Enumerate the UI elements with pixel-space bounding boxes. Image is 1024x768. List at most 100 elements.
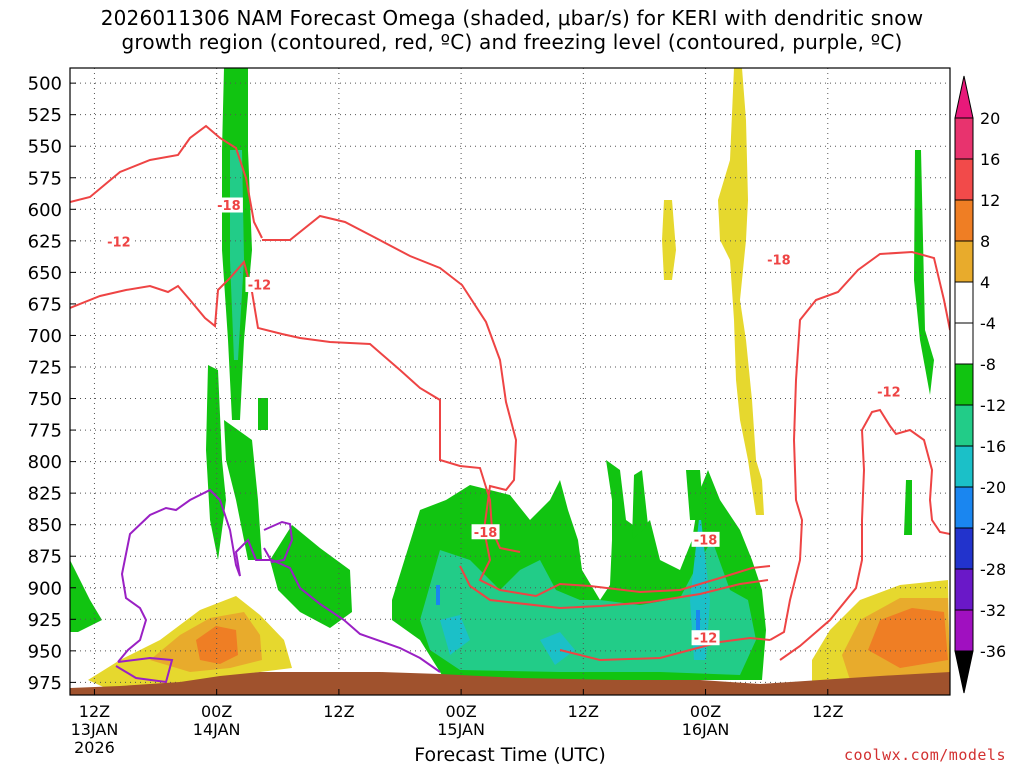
upward-cell-d [270, 525, 352, 628]
colorbar-swatch-0 [954, 117, 974, 160]
title-line-2: growth region (contoured, red, ºC) and f… [121, 30, 903, 54]
terrain-ground [70, 672, 950, 695]
dgz-label-4: -18 [474, 526, 498, 541]
upward-cell-b [224, 420, 262, 560]
upward-cell-a [206, 365, 226, 560]
x-tick-label-40-0: 00Z [690, 702, 721, 721]
y-tick-label-800: 800 [28, 452, 62, 473]
colorbar-swatch-6 [954, 363, 974, 406]
upward-core-d [436, 585, 440, 605]
x-tick-label-40-1: 16JAN [682, 720, 730, 739]
colorbar-swatch-4 [954, 281, 974, 324]
dgz-label-1: -18 [217, 199, 241, 214]
dgz-label-bg [104, 234, 133, 250]
upward-core-b [540, 632, 575, 665]
y-tick-label-775: 775 [28, 421, 62, 442]
y-axis: 500 525 550 575 600 625 650 675 700 725 750 775 800 8… [28, 74, 76, 694]
dgz-label-bg [214, 197, 243, 213]
colorbar-label-11: -28 [980, 560, 1006, 579]
colorbar-label-4: 4 [980, 273, 990, 292]
y-tick-label-750: 750 [28, 389, 62, 410]
colorbar-label-7: -12 [980, 396, 1006, 415]
x-axis-title: Forecast Time (UTC) [414, 744, 606, 766]
dgz-label-bg [471, 524, 500, 540]
x-tick-label--10-1: 13JAN [71, 720, 119, 739]
colorbar-swatch-8 [954, 445, 974, 488]
dgz-label-bg [691, 630, 720, 646]
y-tick-label-825: 825 [28, 484, 62, 505]
dgz-label-7: -12 [694, 632, 718, 647]
y-tick-label-725: 725 [28, 357, 62, 378]
freezing-level-contour-1 [117, 488, 441, 673]
dgz-contour-6 [769, 250, 950, 641]
sinking-band-15jan [718, 68, 764, 515]
y-tick-label-600: 600 [28, 200, 62, 221]
dgz-label-5: -18 [694, 533, 718, 548]
colorbar-label-12: -32 [980, 601, 1006, 620]
chart-title: 2026011306 NAM Forecast Omega (shaded, μ… [0, 6, 1024, 54]
x-tick-label-0-0: 00Z [201, 702, 232, 721]
colorbar-label-8: -16 [980, 437, 1006, 456]
dgz-label-bg [245, 276, 274, 292]
x-tick-label-0-1: 14JAN [193, 720, 241, 739]
colorbar-label-3: 8 [980, 232, 990, 251]
y-tick-label-625: 625 [28, 231, 62, 252]
terrain-layer [70, 672, 950, 695]
y-tick-label-850: 850 [28, 515, 62, 536]
y-tick-label-525: 525 [28, 105, 62, 126]
colorbar-label-6: -8 [980, 355, 996, 374]
colorbar-swatch-3 [954, 240, 974, 283]
y-tick-label-875: 875 [28, 547, 62, 568]
y-tick-label-975: 975 [28, 673, 62, 694]
colorbar-label-9: -20 [980, 478, 1006, 497]
dgz-contour-3 [262, 214, 771, 598]
colorbar-swatch-11 [954, 568, 974, 611]
colorbar-label-10: -24 [980, 519, 1006, 538]
x-tick-label-10-0: 12Z [323, 702, 354, 721]
x-tick-label--10-2: 2026 [74, 738, 115, 757]
dgz-label-3: -12 [248, 278, 272, 293]
upward-finger-a [632, 470, 648, 540]
dgz-contour-5 [559, 636, 771, 662]
dgz-contour-2 [70, 259, 521, 553]
sinking-lowlevel-13jan-core [196, 626, 238, 664]
colorbar-swatch-12 [954, 609, 974, 652]
plot-frame [69, 67, 951, 696]
colorbar-swatch-7 [954, 404, 974, 447]
dgz-contour-7 [779, 408, 950, 661]
dgz-label-bg [764, 251, 793, 267]
upward-finger-c [904, 480, 912, 535]
dgz-label-bg [874, 384, 903, 400]
y-tick-label-500: 500 [28, 74, 62, 95]
x-tick-label-50-0: 12Z [812, 702, 843, 721]
dgz-contour-4 [459, 565, 769, 610]
sinking-cell-a [662, 200, 676, 280]
dgz-label-6: -18 [767, 253, 791, 268]
upward-core-e [696, 610, 700, 630]
colorbar-swatch-5 [954, 322, 974, 365]
colorbar-swatch-9 [954, 486, 974, 529]
colorbar-top-arrow [954, 75, 974, 119]
upward-cell-c [258, 398, 268, 430]
freezing-level-contour-3 [263, 520, 294, 564]
y-tick-label-650: 650 [28, 263, 62, 284]
colorbar-label-13: -36 [980, 642, 1006, 661]
colorbar-label-2: 12 [980, 191, 1000, 210]
y-tick-label-550: 550 [28, 137, 62, 158]
colorbar-label-1: 16 [980, 150, 1000, 169]
colorbar-swatch-2 [954, 199, 974, 242]
credit-text[interactable]: coolwx.com/models [843, 746, 1006, 764]
upward-core-a [440, 615, 470, 655]
colorbar-swatch-1 [954, 158, 974, 201]
colorbar-swatch-10 [954, 527, 974, 570]
x-tick-label-20-0: 00Z [445, 702, 476, 721]
dgz-label-8: -12 [877, 386, 901, 401]
contour-layer: -18 -12 -12 -18 -18 -18 -12 -12 [70, 124, 950, 684]
colorbar-label-5: -4 [980, 314, 996, 333]
grid-layer [70, 68, 950, 695]
y-tick-label-950: 950 [28, 641, 62, 662]
colorbar: 20 16 12 8 4 -4 -8 -12 -16 -20 -24 -28 -32 -36 [954, 75, 1006, 694]
sinking-lowlevel-16jan-core [868, 608, 948, 668]
